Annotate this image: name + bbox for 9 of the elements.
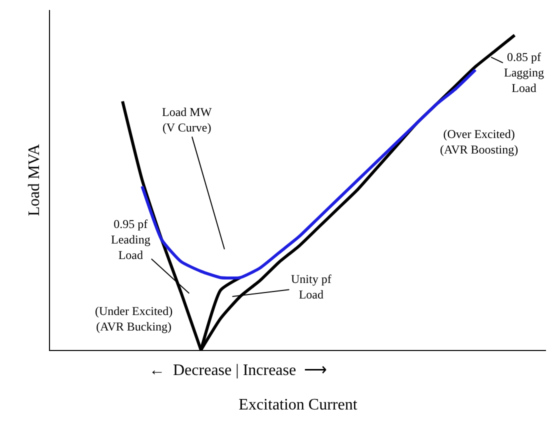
annotation: 0.85 pf Lagging Load: [504, 50, 544, 96]
text: ← Decrease | Increase ⟶: [149, 362, 328, 379]
y-axis-title: Load MVA: [26, 143, 43, 216]
annotation: 0.95 pf Leading Load: [111, 217, 150, 262]
annotation: Load MW (V Curve): [162, 105, 212, 135]
x-axis-title: Excitation Current: [238, 396, 358, 414]
annotation: (Over Excited) (AVR Boosting): [440, 127, 518, 157]
annotation: Unity pf Load: [291, 272, 332, 302]
annotation: (Under Excited) (AVR Bucking): [95, 304, 173, 334]
